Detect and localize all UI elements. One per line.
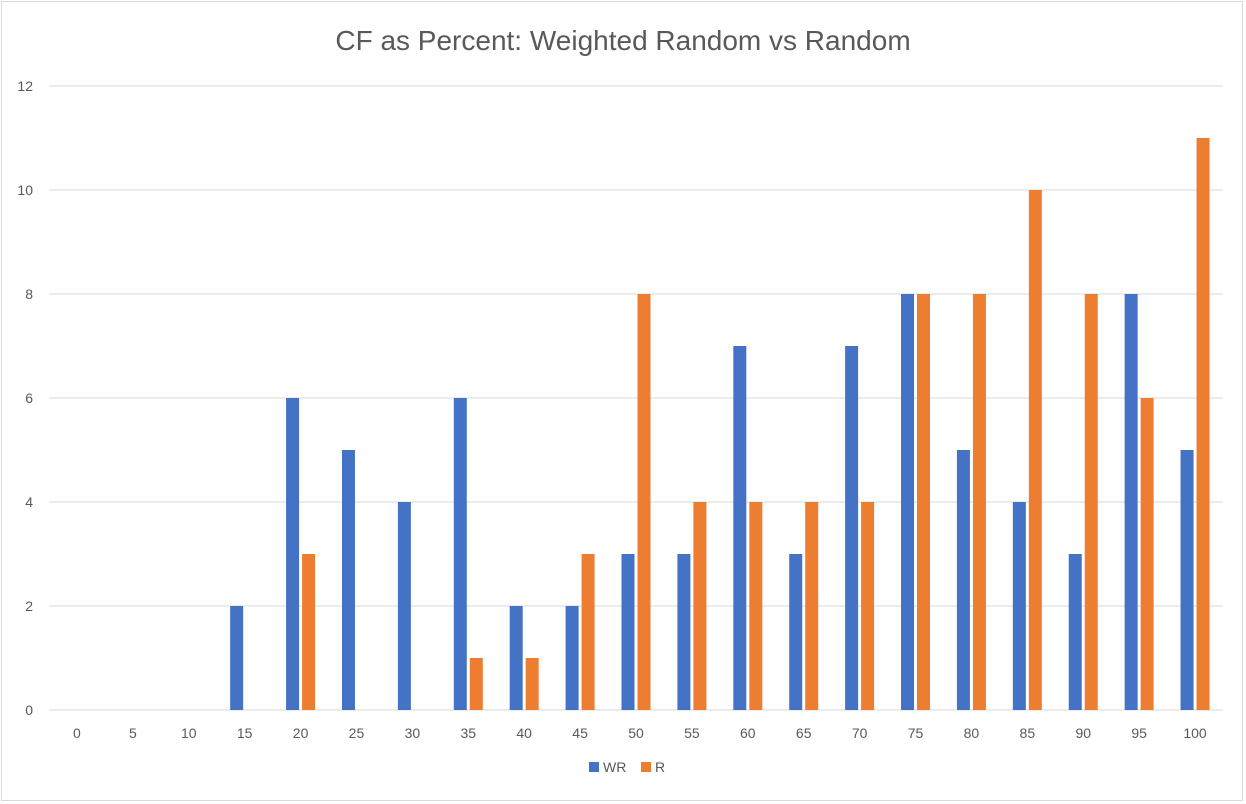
bar-wr-55 <box>677 554 691 710</box>
bar-wr-60 <box>733 346 747 710</box>
bar-wr-15 <box>230 606 244 710</box>
legend: WR R <box>589 759 665 775</box>
bar-wr-45 <box>565 606 579 710</box>
x-tick-label: 0 <box>73 725 81 741</box>
x-tick-label: 95 <box>1131 725 1147 741</box>
bar-wr-30 <box>397 502 411 710</box>
x-tick-label: 100 <box>1183 725 1207 741</box>
bar-r-45 <box>581 554 595 710</box>
bar-r-90 <box>1084 294 1098 710</box>
x-tick-label: 45 <box>572 725 588 741</box>
bar-wr-100 <box>1180 450 1194 710</box>
bar-wr-90 <box>1068 554 1082 710</box>
chart-title: CF as Percent: Weighted Random vs Random <box>335 25 910 56</box>
bar-r-75 <box>917 294 931 710</box>
x-tick-label: 20 <box>293 725 309 741</box>
bar-wr-75 <box>901 294 915 710</box>
bar-r-65 <box>805 502 819 710</box>
y-tick-label: 2 <box>25 598 33 614</box>
x-tick-label: 55 <box>684 725 700 741</box>
y-tick-label: 8 <box>25 286 33 302</box>
x-tick-label: 90 <box>1075 725 1091 741</box>
bar-r-100 <box>1196 138 1210 710</box>
bar-r-60 <box>749 502 763 710</box>
x-tick-label: 70 <box>852 725 868 741</box>
bar-r-20 <box>302 554 316 710</box>
bar-wr-35 <box>453 398 467 710</box>
y-tick-label: 12 <box>17 78 33 94</box>
bars <box>230 138 1210 710</box>
bar-r-80 <box>972 294 986 710</box>
x-tick-label: 40 <box>516 725 532 741</box>
x-tick-label: 30 <box>405 725 421 741</box>
x-tick-label: 85 <box>1020 725 1036 741</box>
bar-wr-40 <box>509 606 523 710</box>
bar-r-55 <box>693 502 707 710</box>
legend-label-r: R <box>655 759 665 775</box>
x-tick-label: 80 <box>964 725 980 741</box>
y-axis-ticks: 0 2 4 6 8 10 12 <box>17 78 33 718</box>
bar-wr-85 <box>1012 502 1026 710</box>
bar-wr-65 <box>789 554 803 710</box>
x-tick-label: 10 <box>181 725 197 741</box>
y-tick-label: 6 <box>25 390 33 406</box>
legend-swatch-r <box>641 762 651 772</box>
bar-wr-95 <box>1124 294 1138 710</box>
bar-r-50 <box>637 294 651 710</box>
x-tick-label: 65 <box>796 725 812 741</box>
x-tick-label: 35 <box>460 725 476 741</box>
bar-r-35 <box>469 658 483 710</box>
bar-wr-20 <box>286 398 300 710</box>
legend-label-wr: WR <box>603 759 626 775</box>
bar-r-70 <box>861 502 875 710</box>
x-tick-label: 15 <box>237 725 253 741</box>
x-tick-label: 5 <box>129 725 137 741</box>
y-tick-label: 0 <box>25 702 33 718</box>
bar-wr-70 <box>845 346 859 710</box>
bar-r-85 <box>1028 190 1042 710</box>
x-axis-ticks: 0 5 10 15 20 25 30 35 40 45 50 55 60 65 70 75 80 85 90 95 10… <box>73 725 1207 741</box>
y-tick-label: 10 <box>17 182 33 198</box>
bar-r-40 <box>525 658 539 710</box>
gridlines <box>49 85 1223 711</box>
legend-swatch-wr <box>589 762 599 772</box>
bar-wr-25 <box>341 450 355 710</box>
x-tick-label: 25 <box>349 725 365 741</box>
bar-wr-80 <box>956 450 970 710</box>
bar-wr-50 <box>621 554 635 710</box>
x-tick-label: 60 <box>740 725 756 741</box>
x-tick-label: 50 <box>628 725 644 741</box>
bar-r-95 <box>1140 398 1154 710</box>
y-tick-label: 4 <box>25 494 33 510</box>
x-tick-label: 75 <box>908 725 924 741</box>
